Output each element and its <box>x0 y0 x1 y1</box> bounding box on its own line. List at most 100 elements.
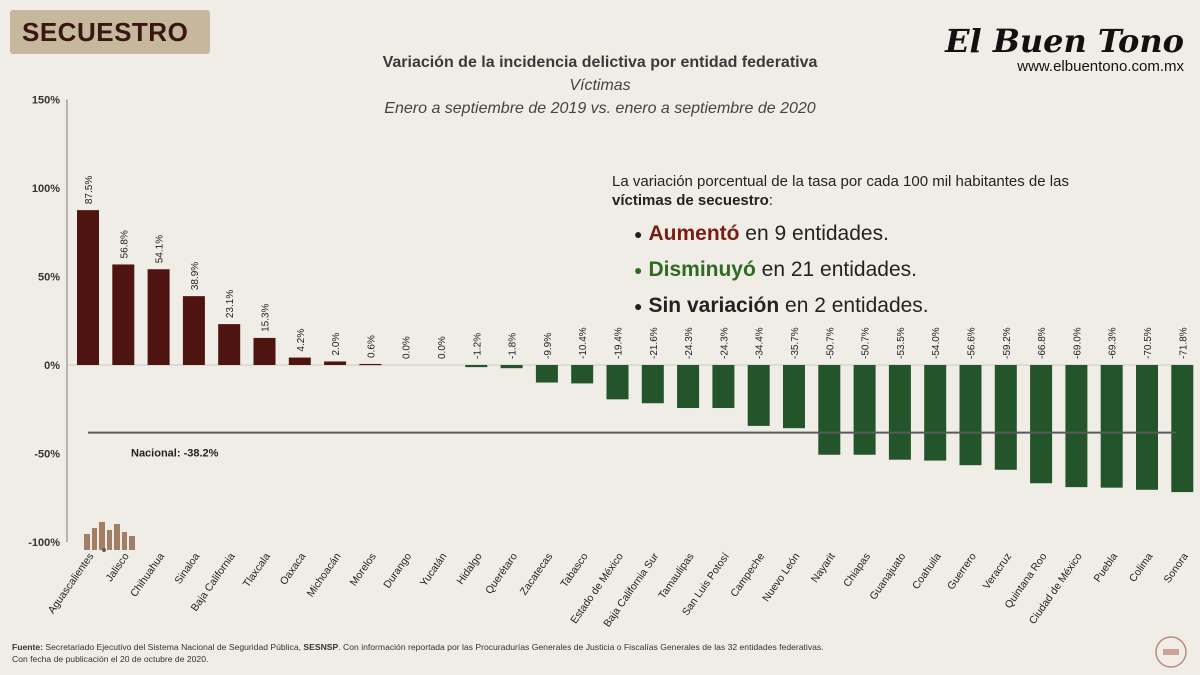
bar <box>1171 365 1194 493</box>
summary-intro-text: La variación porcentual de la tasa por c… <box>612 173 1069 190</box>
bar-chart: 150% 100% 50% 0% -50% -100% 87.5% 56.8% 54.1% 38.… <box>28 95 1194 629</box>
bar <box>783 365 805 429</box>
bar <box>324 361 347 365</box>
category-label: Guerrero <box>945 551 979 592</box>
data-label: 0.0% <box>437 336 448 359</box>
chart-period: Enero a septiembre de 2019 vs. enero a s… <box>384 100 816 117</box>
chart-titles: Variación de la incidencia delictiva por… <box>300 54 900 118</box>
bar <box>959 365 982 466</box>
brand-logo: El Buen Tono www.elbuentono.com.mx <box>945 24 1184 75</box>
bar <box>747 365 770 426</box>
data-label: -24.3% <box>719 327 730 359</box>
publication-date: Con fecha de publicación el 20 de octubr… <box>12 654 209 664</box>
category-label: Jalisco <box>104 551 132 584</box>
y-tick-label: 150% <box>32 95 60 107</box>
source-footer: Fuente: Secretariado Ejecutivo del Siste… <box>12 641 1152 665</box>
category-label: Durango <box>381 551 414 591</box>
bar <box>500 365 523 369</box>
data-label: 56.8% <box>119 230 130 258</box>
data-label: -1.2% <box>472 333 483 359</box>
bullet-icon: ● <box>634 262 643 279</box>
heritage-illustration-icon <box>84 522 135 552</box>
summary-increase-label: Aumentó <box>648 222 740 245</box>
government-seal-icon <box>1155 636 1187 668</box>
category-label: Morelos <box>348 551 379 588</box>
category-label: Querétaro <box>483 551 520 597</box>
data-label: 0.0% <box>402 336 413 359</box>
summary-intro: La variación porcentual de la tasa por c… <box>612 172 1200 210</box>
summary-row-increase: ● Aumentó en 9 entidades. <box>612 222 1200 246</box>
bar <box>1100 365 1123 488</box>
y-tick-label: -100% <box>28 537 60 549</box>
summary-intro-colon: : <box>768 192 773 209</box>
bar <box>853 365 876 455</box>
category-label: Chiapas <box>841 551 873 589</box>
summary-nochange-text: en 2 entidades. <box>779 294 929 317</box>
bar <box>924 365 947 461</box>
data-label: -56.6% <box>967 327 978 359</box>
bullet-icon: ● <box>634 226 643 243</box>
data-label: -66.8% <box>1037 327 1048 359</box>
bar <box>182 296 205 365</box>
summary-decrease-label: Disminuyó <box>648 258 756 281</box>
category-label: Michoacán <box>305 551 344 600</box>
y-tick-label: 0% <box>44 360 60 372</box>
y-tick-label: 50% <box>38 272 60 284</box>
category-label: Tlaxcala <box>241 551 273 590</box>
summary-decrease-text: en 21 entidades. <box>755 258 917 281</box>
category-label: Tamaulipas <box>656 551 696 601</box>
data-label: 4.2% <box>296 329 307 352</box>
category-label: Aguascalientes <box>46 551 97 616</box>
national-average-label: Nacional: -38.2% <box>131 448 219 460</box>
bar <box>535 365 558 383</box>
bar <box>1136 365 1158 490</box>
data-label: -34.4% <box>755 327 766 359</box>
category-label: Guanajuato <box>867 551 908 602</box>
category-label: Nuevo León <box>760 551 802 604</box>
bar <box>77 210 99 365</box>
data-label: 54.1% <box>155 235 166 263</box>
data-label: -71.8% <box>1178 327 1189 359</box>
bar <box>112 264 135 365</box>
category-label: Chihuahua <box>128 551 167 600</box>
category-label: Oaxaca <box>278 551 309 588</box>
bar <box>677 365 700 409</box>
category-label: Coahuila <box>910 551 944 592</box>
data-label: -9.9% <box>543 333 554 359</box>
summary-nochange-label: Sin variación <box>648 294 780 317</box>
data-label: 38.9% <box>190 262 201 290</box>
category-label: Sonora <box>1162 551 1191 586</box>
bar <box>253 337 276 365</box>
data-label: -1.8% <box>508 333 519 359</box>
category-label: Zacatecas <box>518 551 556 598</box>
bar <box>147 269 170 365</box>
y-tick-label: -50% <box>34 449 60 461</box>
category-label: Colima <box>1127 551 1156 585</box>
summary-box: La variación porcentual de la tasa por c… <box>612 172 1200 318</box>
source-agency: SESNSP <box>303 642 339 652</box>
category-label: Yucatán <box>418 551 450 589</box>
chart-title: Variación de la incidencia delictiva por… <box>382 54 818 71</box>
bar <box>641 365 664 404</box>
bar <box>888 365 911 460</box>
data-label: -50.7% <box>861 327 872 359</box>
data-label: 15.3% <box>261 303 272 331</box>
bar <box>1065 365 1088 488</box>
category-label: Hidalgo <box>455 551 485 587</box>
data-label: 0.6% <box>366 335 377 358</box>
data-label: -10.4% <box>578 327 589 359</box>
summary-row-nochange: ● Sin variación en 2 entidades. <box>612 294 1200 318</box>
data-label: 2.0% <box>331 333 342 356</box>
bar <box>465 365 488 368</box>
data-label: 23.1% <box>225 290 236 318</box>
data-label: -69.3% <box>1108 327 1119 359</box>
bullet-icon: ● <box>634 298 643 315</box>
category-label: Puebla <box>1092 551 1121 585</box>
bar <box>288 357 311 365</box>
source-text-rest: . Con información reportada por las Proc… <box>338 642 824 652</box>
category-label: Veracruz <box>981 551 1015 592</box>
data-label: -24.3% <box>684 327 695 359</box>
category-label: Nayarit <box>809 551 838 585</box>
data-label: -19.4% <box>614 327 625 359</box>
bar <box>818 365 841 455</box>
